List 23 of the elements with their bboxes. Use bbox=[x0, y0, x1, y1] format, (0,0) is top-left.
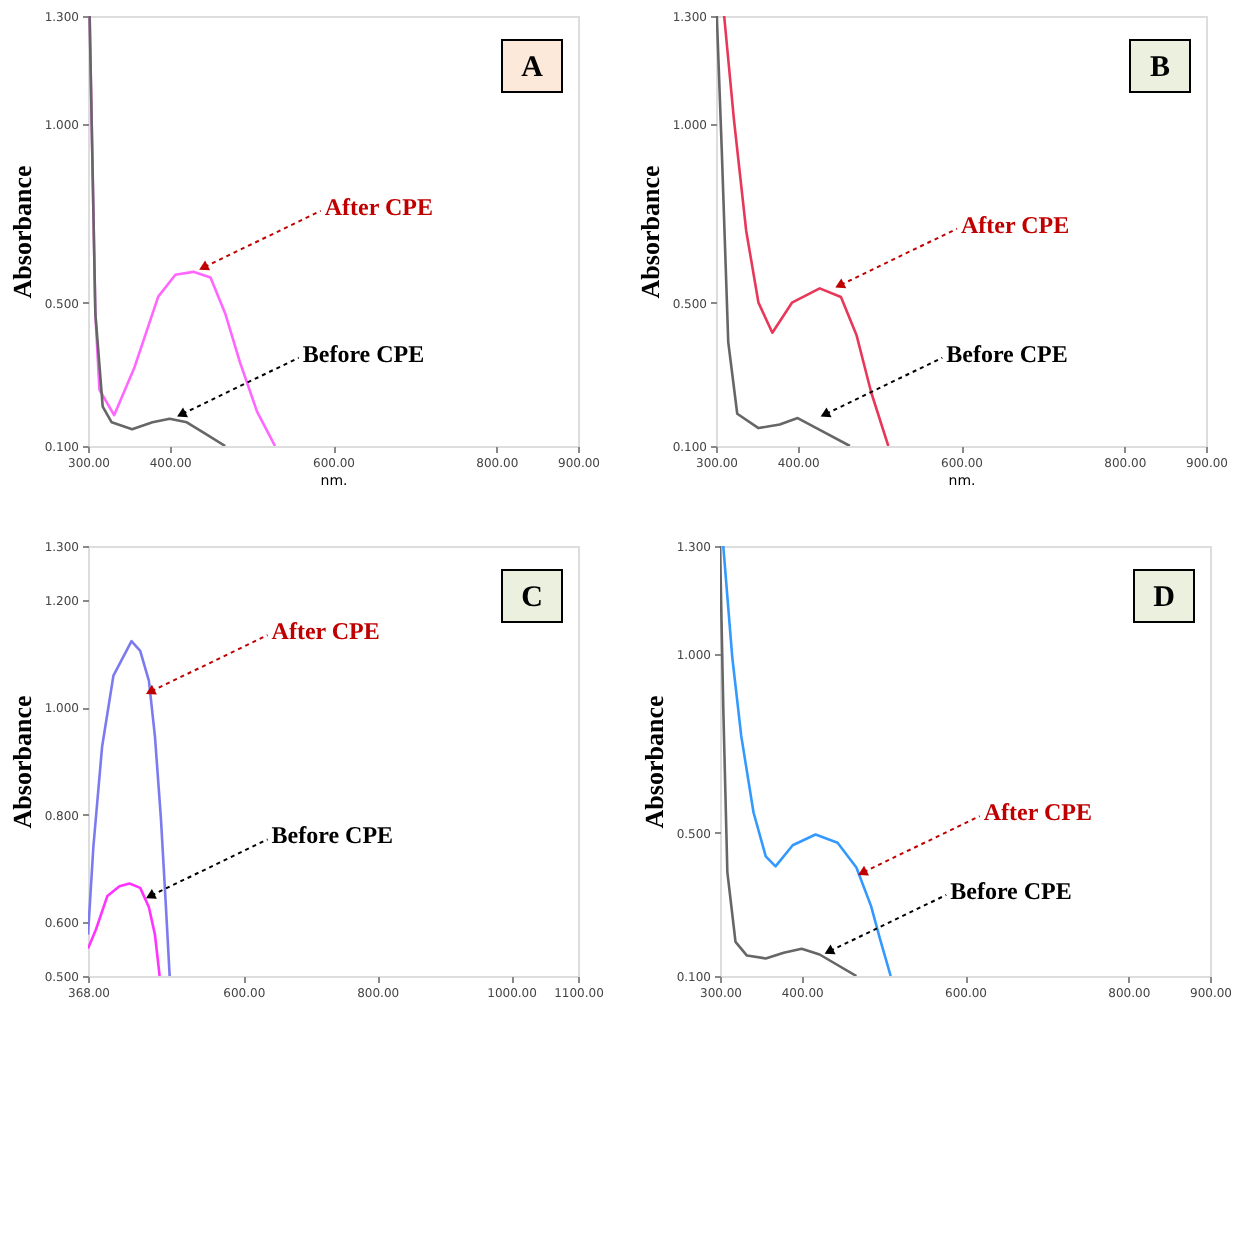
annotation: Before CPE bbox=[271, 821, 394, 850]
y-axis-title: Absorbance bbox=[638, 695, 669, 829]
annotation: A bbox=[521, 52, 544, 84]
line-series bbox=[721, 546, 892, 976]
line-series bbox=[88, 639, 171, 976]
annotation: After CPE bbox=[324, 192, 433, 221]
annotation: After CPE bbox=[983, 798, 1092, 827]
annotation: D bbox=[1153, 582, 1176, 614]
annotation: After CPE bbox=[960, 210, 1070, 239]
y-axis-title: Absorbance bbox=[634, 165, 665, 299]
annotation: Before CPE bbox=[946, 339, 1068, 368]
line-series bbox=[88, 16, 227, 446]
annotation: After CPE bbox=[271, 617, 380, 646]
annotation: B bbox=[1149, 52, 1171, 84]
annotation: Before CPE bbox=[302, 339, 425, 368]
line-series bbox=[720, 546, 858, 976]
y-axis-title: Absorbance bbox=[6, 165, 37, 299]
annotation: C bbox=[521, 582, 543, 614]
line-series bbox=[716, 16, 852, 446]
line-series bbox=[722, 16, 890, 446]
annotation: Before CPE bbox=[950, 876, 1072, 905]
y-axis-title: Absorbance bbox=[6, 695, 37, 829]
line-series bbox=[88, 882, 161, 976]
